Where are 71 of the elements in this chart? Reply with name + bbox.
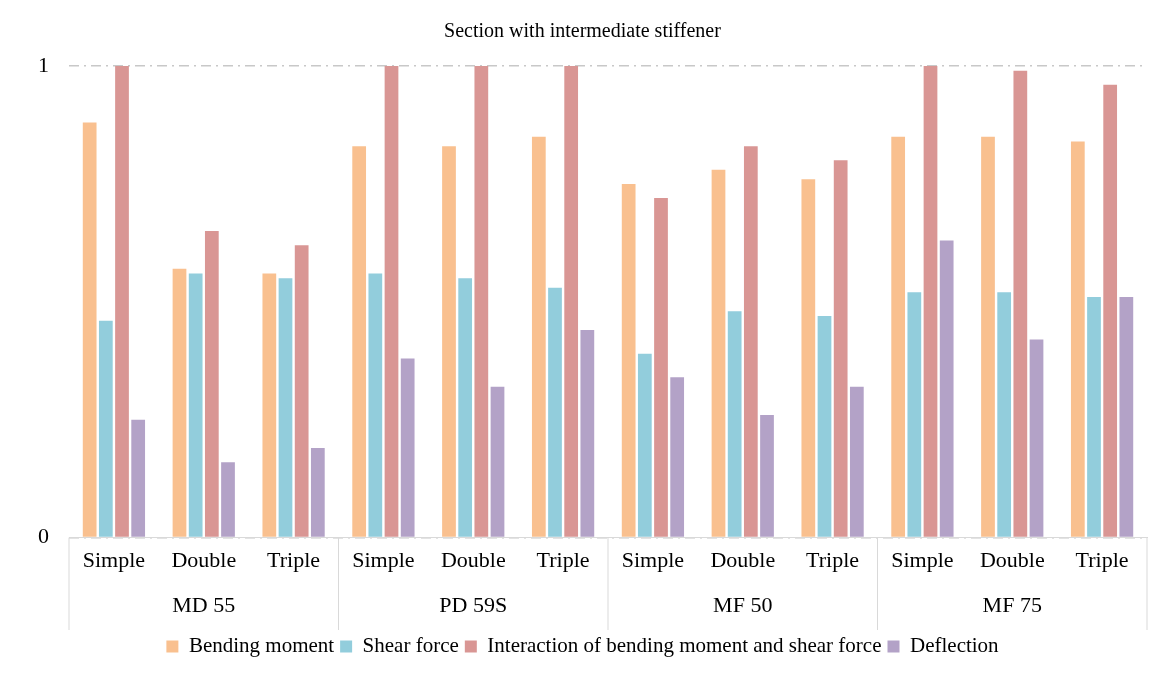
- bar: [637, 353, 652, 537]
- bar: [907, 292, 922, 537]
- bar: [1013, 70, 1028, 537]
- bar: [580, 330, 595, 537]
- bar: [981, 136, 995, 537]
- x-tick-label: Double: [171, 546, 237, 572]
- bar: [82, 122, 97, 537]
- bar: [654, 198, 668, 537]
- legend-label: Deflection: [909, 633, 1000, 658]
- bar: [1087, 297, 1101, 537]
- bar: [891, 136, 906, 537]
- x-tick-label: Simple: [82, 546, 146, 572]
- bar: [131, 419, 146, 537]
- bar: [400, 358, 415, 537]
- bar: [849, 386, 864, 537]
- bar: [564, 66, 579, 537]
- bar: [310, 448, 325, 537]
- bar: [490, 386, 505, 537]
- bar: [817, 315, 832, 537]
- bar: [172, 268, 187, 537]
- bar: [384, 66, 399, 537]
- bar: [278, 278, 293, 537]
- bar: [294, 245, 309, 537]
- bar: [1103, 84, 1118, 537]
- bar: [548, 287, 562, 537]
- bar: [98, 320, 113, 537]
- bar: [760, 414, 774, 537]
- bar: [221, 462, 235, 537]
- chart-title: Section with intermediate stiffener: [444, 19, 722, 42]
- x-tick-label: Simple: [891, 546, 954, 572]
- bar: [923, 66, 938, 537]
- bar: [458, 278, 473, 537]
- x-tick-label: Triple: [536, 546, 590, 572]
- bar: [531, 136, 546, 537]
- bar: [115, 66, 129, 537]
- bar: [352, 146, 367, 537]
- bar: [442, 146, 456, 537]
- legend-label: Interaction of bending moment and shear force: [487, 633, 882, 658]
- x-tick-label: Triple: [1075, 546, 1129, 572]
- legend-label: Shear force: [362, 633, 459, 658]
- bar: [711, 169, 726, 537]
- bar: [1119, 297, 1134, 537]
- x-tick-label: Simple: [621, 546, 685, 572]
- x-tick-label: Double: [440, 546, 506, 572]
- bar: [727, 311, 742, 537]
- text: MF 75: [982, 591, 1042, 617]
- bar: [368, 273, 383, 537]
- text: MF 50: [713, 591, 773, 617]
- y-tick-label: 0: [38, 523, 49, 549]
- bar: [474, 66, 489, 537]
- bar: [670, 377, 685, 537]
- legend-label: Bending moment: [188, 633, 335, 658]
- bar: [801, 179, 816, 537]
- bar: [997, 292, 1012, 537]
- bar: [833, 160, 848, 537]
- bar: [939, 240, 954, 537]
- text: PD 59S: [439, 591, 508, 617]
- bar: [204, 231, 219, 537]
- text: MD 55: [172, 591, 236, 617]
- x-tick-label: Triple: [806, 546, 860, 572]
- y-tick-label: 1: [38, 51, 49, 77]
- bar: [621, 183, 636, 537]
- bar: [1070, 141, 1085, 537]
- bar: [188, 273, 203, 537]
- x-tick-label: Triple: [267, 546, 321, 572]
- bar: [743, 146, 758, 537]
- x-tick-label: Double: [979, 546, 1045, 572]
- x-tick-label: Double: [710, 546, 776, 572]
- x-tick-label: Simple: [352, 546, 415, 572]
- bar: [1029, 339, 1044, 537]
- bar: [262, 273, 277, 537]
